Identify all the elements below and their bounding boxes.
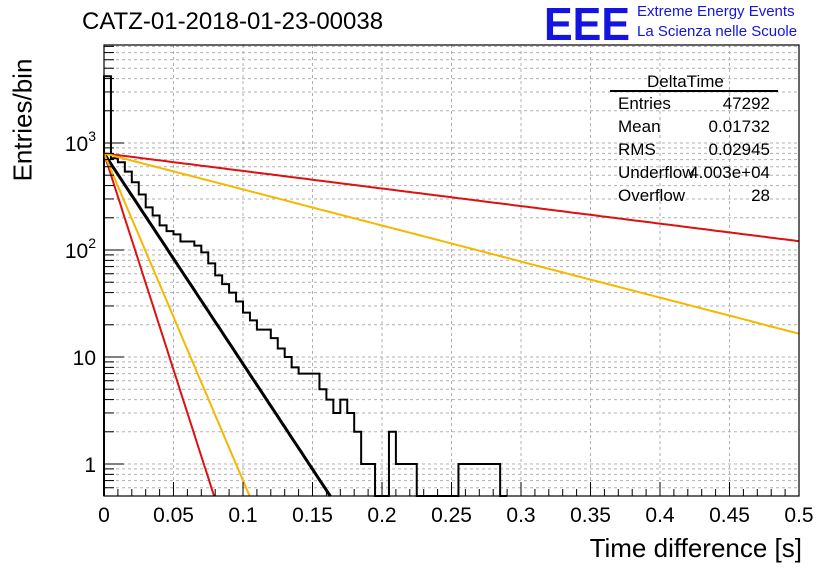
- logo-subtitle-line-2: La Scienza nelle Scuole: [637, 23, 798, 40]
- x-tick-label: 0.3: [506, 504, 535, 527]
- stats-box-title: DeltaTime: [647, 72, 724, 91]
- stats-row-underflow-value: 4.003e+04: [689, 163, 770, 182]
- axis-ticks: [103, 45, 800, 496]
- y-axis-title: Entries/bin: [7, 58, 38, 182]
- x-tick-label: 0.15: [292, 504, 333, 527]
- stats-box: DeltaTime Entries 47292 Mean 0.01732 RMS…: [610, 68, 780, 214]
- fit-line-2: [103, 153, 216, 497]
- eee-logo: EEE: [544, 2, 630, 44]
- stats-row-entries-label: Entries: [618, 94, 671, 113]
- fit-line-1: [102, 152, 332, 497]
- stats-row-entries-value: 47292: [722, 94, 770, 113]
- grid-lines: [104, 45, 799, 496]
- y-tick-label: 1: [84, 454, 96, 477]
- x-tick-label: 0.35: [570, 504, 611, 527]
- y-tick-label: 103: [65, 128, 96, 156]
- svg-text:EEE: EEE: [544, 2, 630, 44]
- fit-line-4: [103, 152, 800, 243]
- axis-tick-labels: 0 0.05 0.1 0.15 0.2 0.25 0.3 0.35 0.4 0.45 0.5 103 1…: [65, 128, 814, 527]
- stats-row-overflow-label: Overflow: [618, 186, 686, 205]
- x-tick-label: 0.2: [367, 504, 396, 527]
- stats-row-underflow-label: Underflow: [618, 163, 695, 182]
- histogram-outline: [103, 75, 508, 497]
- x-tick-label: 0.05: [153, 504, 194, 527]
- x-tick-label: 0.25: [431, 504, 472, 527]
- stats-row-rms-label: RMS: [618, 140, 656, 159]
- x-tick-label: 0.1: [228, 504, 257, 527]
- logo-subtitle-line-1: Extreme Energy Events: [637, 3, 795, 20]
- fit-lines: [102, 152, 800, 497]
- histogram-series: [103, 75, 508, 497]
- x-tick-label: 0: [98, 504, 110, 527]
- fit-line-5: [103, 152, 800, 335]
- stats-row-mean-value: 0.01732: [708, 117, 770, 136]
- x-tick-label: 0.5: [784, 504, 813, 527]
- stats-row-rms-value: 0.02945: [708, 140, 770, 159]
- x-axis-title: Time difference [s]: [589, 533, 802, 563]
- stats-box-underline: [610, 90, 778, 92]
- stats-row-mean-label: Mean: [618, 117, 661, 136]
- y-tick-label: 102: [65, 235, 96, 263]
- stats-row-overflow-value: 28: [751, 186, 770, 205]
- x-tick-label: 0.45: [709, 504, 750, 527]
- y-tick-label: 10: [73, 347, 96, 370]
- x-tick-label: 0.4: [645, 504, 675, 527]
- chart-title: CATZ-01-2018-01-23-00038: [82, 8, 384, 35]
- fit-line-3: [103, 153, 251, 497]
